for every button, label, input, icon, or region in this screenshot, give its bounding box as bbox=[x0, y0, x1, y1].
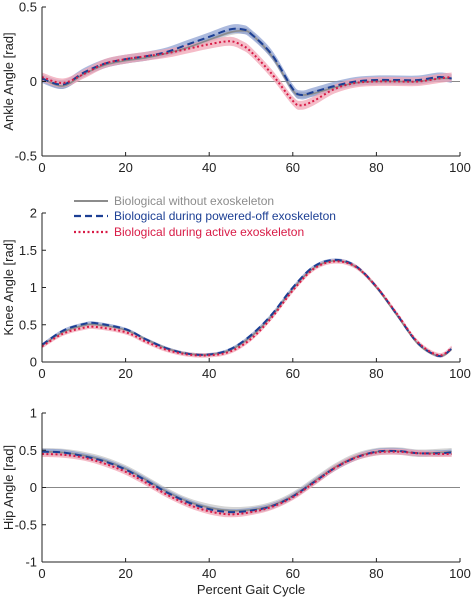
knee-x-tick-label: 60 bbox=[286, 366, 300, 381]
ankle-series-group bbox=[42, 24, 452, 110]
knee-y-tick-label: 2 bbox=[30, 206, 37, 221]
hip-y-axis-label: Hip Angle [rad] bbox=[1, 445, 16, 530]
knee-x-tick-label: 40 bbox=[202, 366, 216, 381]
knee-x-tick-label: 20 bbox=[118, 366, 132, 381]
ankle-x-tick-label: 60 bbox=[286, 160, 300, 175]
hip-x-tick-label: 80 bbox=[369, 566, 383, 581]
ankle-x-tick-label: 0 bbox=[38, 160, 45, 175]
knee-series-group bbox=[42, 258, 453, 358]
legend-label-powered-off: Biological during powered-off exoskeleto… bbox=[114, 209, 336, 223]
hip-y-tick-label: -0.5 bbox=[15, 517, 37, 532]
knee-y-tick-label: 0 bbox=[30, 355, 37, 370]
ankle-x-tick-label: 40 bbox=[202, 160, 216, 175]
legend: Biological without exoskeleton Biologica… bbox=[74, 194, 336, 239]
hip-y-tick-label: 0 bbox=[30, 480, 37, 495]
hip-angle-panel: -1 -0.5 0 0.5 1 0 20 40 60 80 100 Hip Angle [rad] bbox=[1, 406, 471, 582]
ankle-x-tick-label: 80 bbox=[369, 160, 383, 175]
knee-y-tick-label: 1 bbox=[30, 280, 37, 295]
knee-line-active bbox=[42, 260, 453, 357]
ankle-y-tick-label: -0.5 bbox=[15, 149, 37, 164]
ankle-line-powered-off bbox=[42, 27, 452, 96]
knee-line-powered-off bbox=[42, 258, 453, 358]
knee-y-axis-label: Knee Angle [rad] bbox=[1, 239, 16, 335]
ankle-band-active bbox=[42, 36, 452, 110]
hip-line-without-exo bbox=[42, 450, 452, 512]
knee-y-tick-label: 0.5 bbox=[19, 317, 37, 332]
ankle-x-tick-label: 100 bbox=[449, 160, 471, 175]
ankle-y-tick-label: 0 bbox=[30, 74, 37, 89]
hip-line-active bbox=[42, 450, 452, 516]
legend-label-without-exo: Biological without exoskeleton bbox=[114, 194, 274, 208]
hip-y-tick-label: -1 bbox=[25, 555, 37, 570]
ankle-y-tick-label: 0.5 bbox=[19, 0, 37, 15]
hip-y-tick-label: 0.5 bbox=[19, 443, 37, 458]
knee-x-tick-label: 80 bbox=[369, 366, 383, 381]
knee-y-tick-label: 1.5 bbox=[19, 243, 37, 258]
ankle-x-tick-label: 20 bbox=[118, 160, 132, 175]
hip-x-tick-label: 60 bbox=[286, 566, 300, 581]
x-axis-label: Percent Gait Cycle bbox=[197, 582, 305, 597]
hip-x-tick-label: 100 bbox=[449, 566, 471, 581]
ankle-y-axis-label: Ankle Angle [rad] bbox=[1, 32, 16, 130]
hip-band-without-exo bbox=[42, 447, 452, 515]
knee-x-tick-label: 100 bbox=[449, 366, 471, 381]
hip-y-tick-label: 1 bbox=[30, 406, 37, 421]
hip-series-group bbox=[42, 447, 452, 518]
hip-line-powered-off bbox=[42, 449, 452, 514]
hip-x-tick-label: 0 bbox=[38, 566, 45, 581]
hip-x-tick-label: 20 bbox=[118, 566, 132, 581]
legend-label-active: Biological during active exoskeleton bbox=[114, 225, 304, 239]
knee-x-tick-label: 0 bbox=[38, 366, 45, 381]
hip-x-tick-label: 40 bbox=[202, 566, 216, 581]
